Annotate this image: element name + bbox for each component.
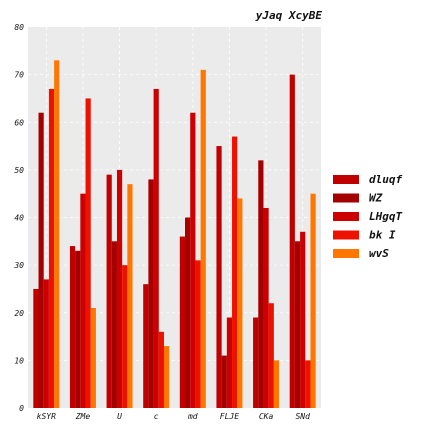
x-tick-label: FLJE: [220, 412, 239, 421]
x-tick-label: ZMe: [75, 412, 91, 421]
x-tick-label: SNd: [295, 412, 310, 421]
bar-bk-I-ZMe: [85, 98, 91, 408]
bar-wvS-md: [200, 69, 206, 409]
y-tick-label: 50: [14, 166, 24, 175]
bar-bk-I-CKa: [268, 303, 274, 408]
legend-swatch: [333, 249, 359, 258]
legend: dluqf WZ LHgqT bk I wvS: [333, 173, 402, 260]
bar-WZ-U: [111, 241, 117, 408]
bar-dluqf-c: [143, 284, 149, 408]
bar-LHgqT-ZMe: [80, 193, 86, 408]
legend-label: LHgqT: [369, 210, 402, 223]
legend-label: wvS: [369, 247, 389, 260]
bar-dluqf-md: [179, 236, 186, 408]
bar-bk-I-SNd: [305, 360, 311, 408]
bar-dluqf-FLJE: [216, 146, 222, 408]
bar-dluqf-ZMe: [69, 246, 76, 408]
bar-wvS-U: [127, 184, 133, 408]
bar-LHgqT-c: [153, 88, 159, 408]
legend-swatch: [333, 230, 359, 240]
chart-title: yJaq XcyBE: [255, 9, 323, 22]
bar-LHgqT-kSYR: [43, 279, 49, 408]
bar-WZ-CKa: [258, 160, 264, 408]
legend-label: bk I: [369, 229, 396, 242]
bar-wvS-c: [163, 346, 170, 408]
y-tick-label: 40: [14, 214, 24, 223]
bar-WZ-ZMe: [75, 250, 81, 408]
legend-swatch: [333, 212, 359, 221]
bar-wvS-kSYR: [54, 60, 60, 409]
bar-bk-I-kSYR: [48, 88, 55, 408]
legend-label: WZ: [369, 192, 383, 205]
legend-label: dluqf: [369, 173, 402, 186]
y-tick-label: 70: [14, 71, 24, 80]
y-axis-ticks: 0 10 20 30 40 50 60 70 80: [13, 23, 24, 413]
y-tick-label: 60: [14, 118, 24, 127]
bar-bk-I-U: [122, 265, 128, 408]
x-tick-label: md: [187, 412, 198, 421]
x-tick-label: CKa: [259, 412, 274, 421]
bar-dluqf-kSYR: [33, 288, 39, 408]
x-tick-label: c: [154, 412, 159, 421]
bar-LHgqT-md: [190, 112, 196, 408]
bar-WZ-SNd: [294, 241, 301, 408]
bar-WZ-kSYR: [38, 112, 44, 408]
bar-dluqf-U: [106, 174, 112, 408]
bar-LHgqT-FLJE: [226, 317, 233, 408]
y-tick-label: 80: [14, 23, 24, 32]
bar-WZ-FLJE: [221, 355, 227, 408]
bar-LHgqT-CKa: [263, 207, 269, 408]
bar-LHgqT-SNd: [300, 231, 306, 408]
bar-WZ-md: [185, 217, 191, 408]
x-tick-label: kSYR: [37, 412, 56, 421]
y-tick-label: 0: [19, 404, 24, 413]
bar-LHgqT-U: [116, 169, 123, 408]
y-tick-label: 20: [14, 309, 24, 318]
bar-dluqf-SNd: [289, 74, 295, 408]
bar-wvS-FLJE: [237, 198, 243, 408]
bar-WZ-c: [148, 179, 154, 408]
x-tick-label: U: [117, 412, 122, 421]
bar-dluqf-CKa: [253, 317, 259, 408]
legend-swatch: [333, 193, 359, 203]
bar-bk-I-c: [158, 331, 164, 408]
bar-wvS-ZMe: [90, 307, 96, 408]
y-tick-label: 30: [13, 261, 24, 270]
bar-bk-I-FLJE: [232, 136, 238, 408]
y-tick-label: 10: [14, 356, 24, 365]
bar-wvS-SNd: [310, 193, 316, 408]
bars-layer: [33, 60, 316, 409]
legend-swatch: [333, 175, 359, 184]
bar-bk-I-md: [195, 260, 201, 408]
bar-wvS-CKa: [273, 360, 280, 408]
